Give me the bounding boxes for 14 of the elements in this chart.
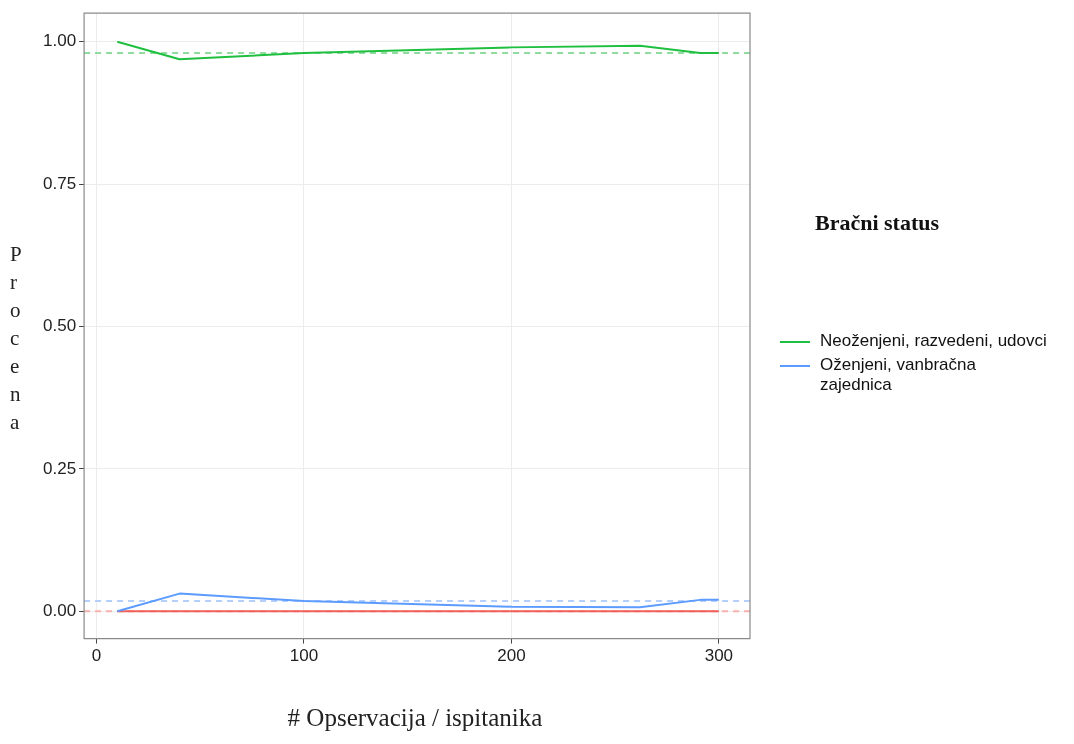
- x-axis-title: # Opservacija / ispitanika: [286, 704, 544, 732]
- y-tick-label: 0.75: [42, 173, 77, 193]
- x-tick-label: 300: [704, 646, 734, 666]
- y-tick-label: 1.00: [42, 31, 77, 51]
- y-tick-label: 0.50: [42, 316, 77, 336]
- legend-title: Bračni status: [815, 210, 941, 236]
- x-tick-label: 0: [91, 646, 102, 666]
- legend-label: Neoženjeni, razvedeni, udovci: [820, 331, 1047, 351]
- y-axis-title: Procena: [10, 241, 23, 436]
- x-tick-label: 200: [497, 646, 526, 666]
- y-tick-label: 0.25: [42, 458, 77, 478]
- y-tick-label: 0.00: [42, 600, 77, 620]
- legend-label: Oženjeni, vanbračna zajednica: [820, 355, 977, 395]
- x-tick-label: 100: [289, 646, 319, 666]
